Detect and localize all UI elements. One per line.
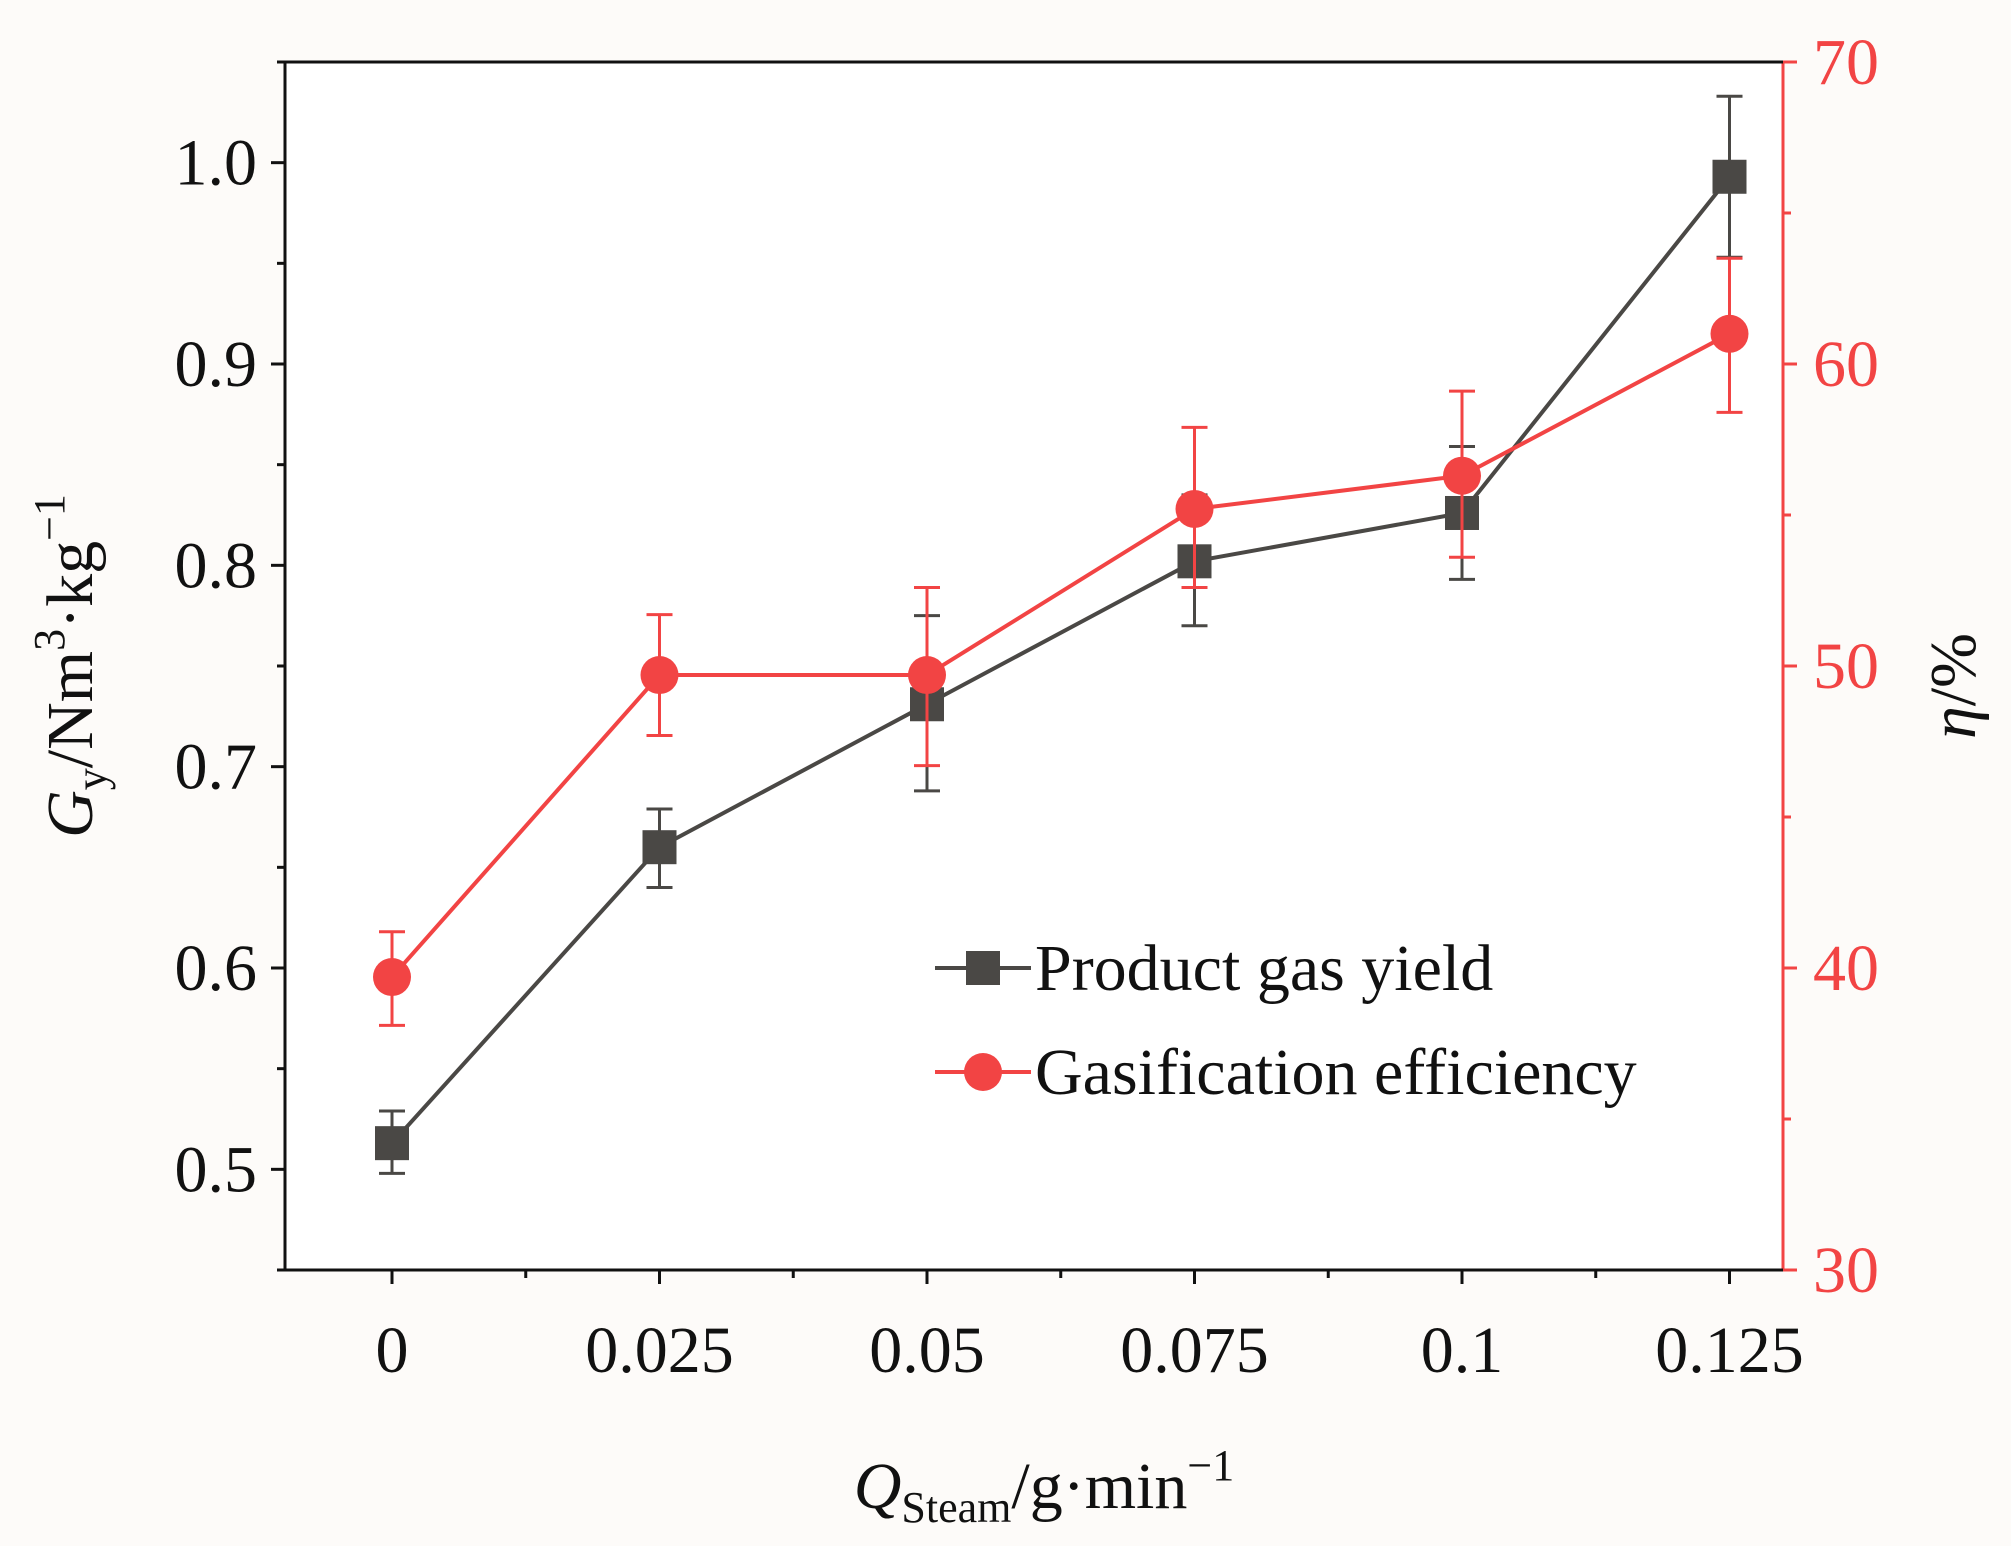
- x-tick-label: 0.125: [1655, 1314, 1804, 1387]
- right-tick-label: 50: [1813, 630, 1879, 703]
- data-point: [1712, 159, 1747, 194]
- legend-item: Gasification efficiency: [935, 1036, 1637, 1109]
- data-point: [1443, 456, 1481, 495]
- x-axis: 0 0.025 0.05 0.075 0.1 0.125: [285, 1268, 1804, 1387]
- x-axis-title-rest: /g·min: [1011, 1450, 1187, 1523]
- series-gasification-efficiency: [373, 256, 1749, 1027]
- x-axis-title-sub: Steam: [901, 1483, 1011, 1532]
- legend-marker: [964, 1053, 1002, 1091]
- left-y-title-rest2: ·kg: [34, 541, 107, 629]
- series-layer: [373, 94, 1749, 1175]
- left-y-title-main: G: [34, 790, 107, 838]
- right-y-axis-title: η/%: [1917, 633, 1990, 739]
- right-y-title-rest: /%: [1917, 633, 1990, 706]
- data-point: [642, 830, 677, 865]
- legend: Product gas yield Gasification efficiency: [935, 932, 1637, 1109]
- legend-label: Product gas yield: [1035, 932, 1493, 1005]
- left-y-axis-title: Gy/Nm3·kg−1: [25, 494, 116, 838]
- x-axis-title: QSteam/g·min−1: [854, 1441, 1234, 1532]
- right-y-title-main: η: [1917, 706, 1990, 739]
- right-tick-label: 30: [1813, 1234, 1879, 1307]
- left-tick-label: 1.0: [175, 127, 258, 200]
- data-point: [375, 1126, 409, 1161]
- right-tick-label: 40: [1813, 932, 1879, 1005]
- data-point: [1175, 489, 1214, 528]
- x-tick-label: 0.1: [1421, 1314, 1504, 1387]
- left-tick-label: 0.9: [175, 328, 258, 401]
- left-tick-label: 0.8: [175, 529, 258, 602]
- x-axis-title-main: Q: [854, 1450, 902, 1523]
- x-tick-label: 0.075: [1120, 1314, 1269, 1387]
- left-y-title-rest1: /Nm: [34, 651, 107, 768]
- x-tick-label: 0.05: [869, 1314, 985, 1387]
- x-tick-label: 0.025: [585, 1314, 734, 1387]
- left-y-title-sub: y: [67, 768, 116, 790]
- plot-frame: [285, 62, 1783, 1270]
- left-tick-label: 0.5: [175, 1133, 258, 1206]
- legend-item: Product gas yield: [935, 932, 1493, 1005]
- x-tick-label: 0: [376, 1314, 409, 1387]
- legend-label: Gasification efficiency: [1035, 1036, 1637, 1109]
- series-line: [390, 332, 1731, 979]
- legend-marker: [966, 951, 1000, 985]
- left-tick-label: 0.6: [175, 932, 258, 1005]
- x-axis-title-sup: −1: [1187, 1441, 1234, 1490]
- left-y-title-sup1: 3: [25, 629, 74, 651]
- right-y-axis: 30 40 50 60 70: [1781, 26, 1879, 1307]
- left-y-axis: 0.5 0.6 0.7 0.8 0.9 1.0: [175, 60, 287, 1272]
- right-tick-label: 60: [1813, 328, 1879, 401]
- data-point: [908, 656, 946, 695]
- left-tick-label: 0.7: [175, 731, 258, 804]
- data-point: [640, 656, 679, 695]
- data-point: [373, 958, 411, 997]
- left-y-title-sup2: −1: [25, 494, 74, 541]
- series-line: [390, 175, 1732, 1145]
- data-point: [1710, 314, 1749, 353]
- right-tick-label: 70: [1813, 26, 1879, 99]
